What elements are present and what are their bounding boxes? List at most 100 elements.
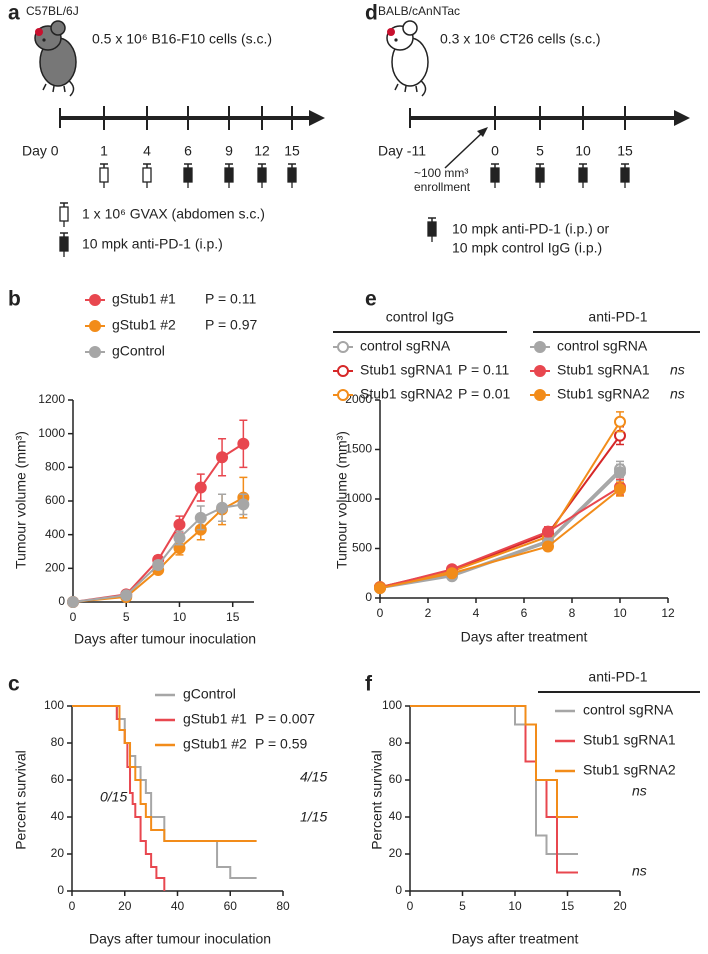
legend-marker: [534, 365, 546, 377]
series-annotation: P = 0.59: [255, 736, 308, 752]
legend-text: 10 mpk anti-PD-1 (i.p.): [82, 236, 223, 252]
day-tick-label: 1: [100, 143, 108, 159]
y-tick-label: 400: [45, 527, 65, 541]
x-tick-label: 20: [118, 899, 132, 913]
x-axis-label: Days after tumour inoculation: [89, 931, 271, 947]
data-point: [542, 540, 554, 553]
syringe-body: [490, 167, 500, 183]
y-tick-label: 20: [51, 846, 65, 860]
syringe-body: [535, 167, 545, 183]
group-header: control IgG: [386, 309, 454, 325]
mouse-tumour: [387, 28, 395, 36]
legend-text: control sgRNA: [583, 702, 674, 718]
legend-text: gControl: [112, 343, 165, 359]
syringe-body: [427, 221, 437, 237]
mouse-tail: [419, 79, 427, 97]
legend-text: gStub1 #2: [183, 736, 247, 752]
enrollment-label: ~100 mm³: [414, 166, 468, 180]
legend-text: 10 mpk control IgG (i.p.): [452, 240, 602, 256]
series-annotation: P = 0.11: [458, 362, 509, 378]
x-tick-label: 40: [171, 899, 185, 913]
mouse-ear: [402, 20, 418, 36]
x-tick-label: 20: [613, 899, 627, 913]
strain-label: C57BL/6J: [26, 4, 79, 18]
legend-marker: [337, 341, 349, 353]
y-tick-label: 40: [51, 809, 65, 823]
x-tick-label: 15: [226, 610, 240, 624]
data-point: [237, 437, 250, 450]
annotation: ns: [632, 863, 647, 879]
x-tick-label: 12: [661, 606, 675, 620]
legend-text: gStub1 #1: [183, 711, 247, 727]
legend-text: 10 mpk anti-PD-1 (i.p.) or: [452, 221, 609, 237]
y-tick-label: 60: [51, 772, 65, 786]
series-line: [379, 488, 621, 590]
series-line: [379, 468, 621, 589]
legend-marker: [534, 389, 546, 401]
data-point: [194, 481, 207, 494]
day-tick-label: 10: [575, 143, 591, 159]
x-tick-label: 5: [123, 610, 130, 624]
timeline-arrow: [674, 110, 690, 126]
data-point: [614, 415, 626, 428]
syringe-body: [59, 206, 69, 222]
y-tick-label: 600: [45, 493, 65, 507]
day-tick-label: 0: [491, 143, 499, 159]
x-tick-label: 5: [459, 899, 466, 913]
group-header: anti-PD-1: [588, 309, 647, 325]
y-axis-label: Tumour volume (mm³): [13, 431, 29, 569]
panel-label: a: [8, 2, 20, 25]
series-line: [72, 503, 244, 603]
mouse-eye: [42, 38, 46, 42]
annotation: 1/15: [300, 809, 327, 825]
y-tick-label: 20: [389, 846, 403, 860]
day-tick-label: 15: [284, 143, 300, 159]
day-tick-label: 12: [254, 143, 270, 159]
syringe-body: [99, 167, 109, 183]
y-tick-label: 1000: [345, 491, 372, 505]
data-point: [614, 466, 626, 479]
annotation: ns: [632, 783, 647, 799]
y-tick-label: 800: [45, 460, 65, 474]
syringe-body: [224, 167, 234, 183]
syringe-body: [578, 167, 588, 183]
data-point: [173, 518, 186, 531]
y-tick-label: 80: [51, 735, 65, 749]
enrollment-label: enrollment: [414, 180, 471, 194]
x-tick-label: 8: [569, 606, 576, 620]
legend-text: Stub1 sgRNA2: [583, 762, 676, 778]
syringe-body: [287, 167, 297, 183]
legend-text: gControl: [183, 686, 236, 702]
series-annotation: P = 0.11: [205, 291, 256, 307]
data-point: [237, 498, 250, 511]
data-point: [120, 589, 133, 602]
legend-text: control sgRNA: [557, 338, 648, 354]
legend-text: 1 x 10⁶ GVAX (abdomen s.c.): [82, 206, 265, 222]
x-tick-label: 10: [173, 610, 187, 624]
x-tick-label: 0: [407, 899, 414, 913]
x-tick-label: 6: [521, 606, 528, 620]
series-annotation: P = 0.01: [458, 386, 511, 402]
x-tick-label: 10: [613, 606, 627, 620]
x-axis-label: Days after tumour inoculation: [74, 631, 256, 647]
x-axis-label: Days after treatment: [461, 629, 588, 645]
series-line: [72, 442, 244, 603]
y-axis-label: Percent survival: [13, 750, 29, 850]
survival-curve: [410, 705, 578, 874]
legend-marker: [337, 365, 349, 377]
data-point: [542, 525, 554, 538]
data-point: [67, 596, 79, 608]
series-line: [379, 435, 621, 589]
legend-text: Stub1 sgRNA1: [557, 362, 650, 378]
y-tick-label: 1000: [38, 426, 65, 440]
y-tick-label: 0: [57, 883, 64, 897]
y-tick-label: 200: [45, 561, 65, 575]
data-point: [173, 532, 186, 545]
x-tick-label: 0: [70, 610, 77, 624]
series-annotation: P = 0.007: [255, 711, 315, 727]
y-tick-label: 80: [389, 735, 403, 749]
panel-label: f: [365, 673, 373, 696]
x-tick-label: 0: [377, 606, 384, 620]
